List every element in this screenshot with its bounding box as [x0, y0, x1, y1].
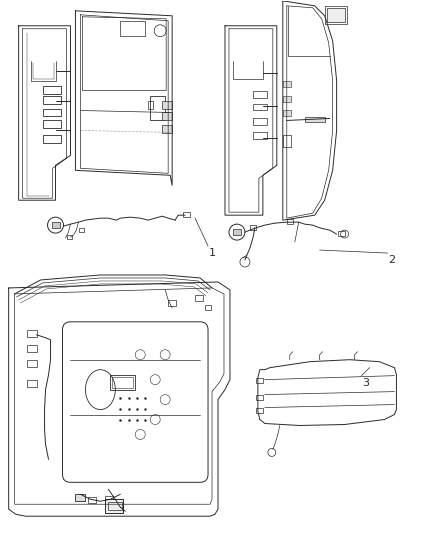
Bar [67, 235, 72, 239]
Bar [27, 330, 37, 337]
Bar [253, 132, 267, 140]
Bar [27, 360, 37, 367]
Text: 1: 1 [209, 248, 216, 258]
Bar [338, 231, 345, 236]
Bar [27, 379, 37, 386]
Bar [168, 300, 176, 306]
Bar [256, 378, 263, 383]
Bar [162, 112, 172, 120]
Bar [283, 135, 291, 148]
Bar [195, 295, 203, 301]
Bar [106, 499, 124, 513]
Bar [148, 101, 153, 109]
Bar [108, 502, 122, 510]
Bar [253, 91, 267, 98]
Bar [325, 6, 346, 24]
Bar [283, 95, 291, 101]
Bar [283, 110, 291, 117]
Bar [205, 305, 211, 310]
Bar [88, 497, 96, 503]
Bar [42, 86, 60, 94]
Bar [150, 95, 165, 120]
Bar [287, 219, 293, 224]
Bar [183, 212, 190, 217]
Bar [256, 408, 263, 413]
Bar [75, 494, 85, 501]
Bar [42, 135, 60, 143]
Bar [42, 120, 60, 128]
Bar [106, 496, 113, 502]
Bar [52, 222, 60, 228]
Bar [27, 345, 37, 352]
Bar [283, 80, 291, 86]
Bar [162, 125, 172, 133]
Bar [233, 229, 241, 235]
Bar [253, 103, 267, 110]
Bar [253, 118, 267, 125]
Bar [120, 21, 145, 36]
Bar [112, 377, 133, 387]
Text: 3: 3 [363, 378, 370, 387]
Bar [42, 109, 60, 117]
Bar [110, 375, 135, 390]
Bar [162, 101, 172, 109]
Bar [79, 228, 85, 232]
Bar [250, 225, 256, 230]
Bar [327, 8, 345, 22]
Text: 2: 2 [389, 255, 396, 265]
Bar [256, 394, 263, 400]
Bar [42, 95, 60, 103]
Bar [305, 117, 325, 123]
